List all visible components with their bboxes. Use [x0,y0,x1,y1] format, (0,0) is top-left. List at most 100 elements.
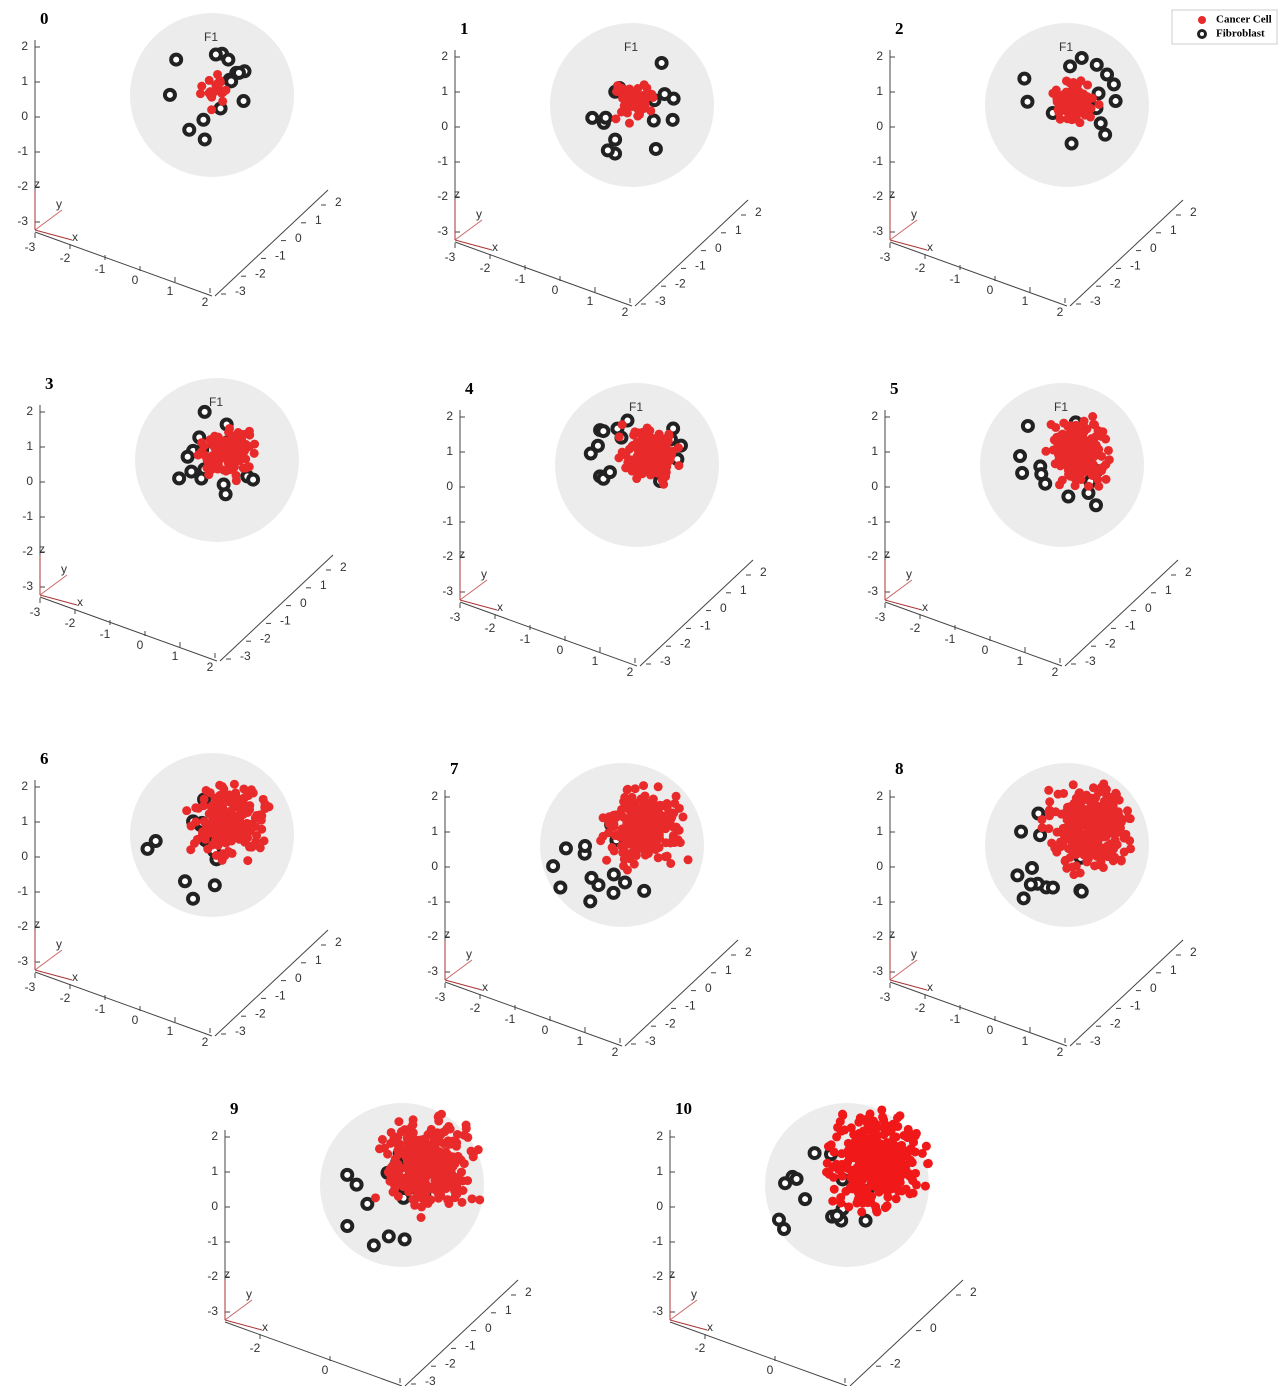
cancer-cell [207,105,216,114]
z-tick-label: 2 [441,49,448,63]
z-tick-label: -2 [867,549,878,563]
y-tick-label: 0 [1150,241,1157,255]
z-tick-label: 1 [441,84,448,98]
fibroblast [1026,880,1036,890]
cancer-cell [239,448,248,457]
axis-name: y [61,562,67,576]
cancer-cell [1088,412,1097,421]
cancer-cell [640,431,649,440]
x-tick-label: -2 [485,621,496,635]
cancer-cell [618,94,627,103]
axis-name: z [454,187,460,201]
z-tick-label: -3 [207,1304,218,1318]
cancer-cell [207,804,216,813]
cancer-cell [395,1139,404,1148]
z-tick-label: -2 [22,544,33,558]
cancer-cell [434,1111,443,1120]
z-tick-label: 0 [21,849,28,863]
panel-label: 2 [895,19,904,38]
cancer-cell [870,1172,879,1181]
x-tick-label: 0 [132,1013,139,1027]
cancer-cell [417,1213,426,1222]
cancer-cell [397,1127,406,1136]
z-tick-label: -1 [427,894,438,908]
y-tick-label: 0 [930,1321,937,1335]
cancer-cell [863,1198,872,1207]
z-tick-label: 0 [876,119,883,133]
cancer-cell [923,1159,932,1168]
sphere-label: F1 [1059,40,1073,54]
cancer-cell [857,1145,866,1154]
fibroblast [1092,60,1102,70]
cancer-cell [1038,823,1047,832]
triad-y [35,210,62,230]
z-tick-label: 1 [26,439,33,453]
cancer-cell [844,1202,853,1211]
cancer-cell [822,1168,831,1177]
axis-name: x [72,230,78,244]
y-tick-label: -3 [235,284,246,298]
cancer-cell [890,1181,899,1190]
cancer-cell [608,843,617,852]
fibroblast [832,1211,842,1221]
axis-name: y [476,207,482,221]
y-tick-label: -1 [275,249,286,263]
x-tick-label: -1 [950,272,961,286]
axis-name: z [884,547,890,561]
cancer-cell [630,860,639,869]
x-tick-label: 0 [137,638,144,652]
cancer-cell [872,1207,881,1216]
cancer-cell [1041,447,1050,456]
fibroblast [186,467,196,477]
x-tick-label: 0 [322,1363,329,1377]
cancer-cell [1123,806,1132,815]
y-axis [635,200,748,306]
cancer-cell [1085,843,1094,852]
cancer-cell [1056,840,1065,849]
axis-name: y [906,567,912,581]
cancer-cell [655,834,664,843]
x-tick-label: 2 [612,1045,619,1059]
z-tick-label: 2 [876,789,883,803]
y-tick-label: -2 [680,636,691,650]
cancer-cell [1092,801,1101,810]
cancer-cell [1068,863,1077,872]
cancer-cell [870,1156,879,1165]
cancer-cell [1094,445,1103,454]
panel-label: 5 [890,379,899,398]
cancer-cell [194,451,203,460]
fibroblast [342,1221,352,1231]
cancer-cell [662,799,671,808]
fibroblast [608,888,618,898]
triad-y [40,575,67,595]
z-tick-label: 1 [871,444,878,458]
axis-name: y [481,567,487,581]
z-tick-label: -3 [17,954,28,968]
fibroblast [352,1180,362,1190]
fibroblast [171,55,181,65]
y-tick-label: -3 [240,649,251,663]
cancer-cell [912,1129,921,1138]
y-tick-label: 1 [1170,963,1177,977]
cancer-cell [639,781,648,790]
cancer-cell [260,803,269,812]
panel: 3210-1-2-3-3-2-1012-3-2-1012zyxF1 [22,374,347,674]
panel-label: 1 [460,19,469,38]
fibroblast [1019,893,1029,903]
fibroblast [779,1224,789,1234]
sphere-label: F1 [624,40,638,54]
y-tick-label: -1 [1130,259,1141,273]
fibroblast [620,877,630,887]
z-tick-label: -2 [872,189,883,203]
cancer-cell [457,1168,466,1177]
axis-name: y [56,937,62,951]
cancer-cell [893,1161,902,1170]
cancer-cell [241,440,250,449]
y-axis [215,190,328,296]
x-tick-label: -2 [910,621,921,635]
axis-name: z [889,187,895,201]
cancer-cell [1126,844,1135,853]
cancer-cell [408,1158,417,1167]
fibroblast [780,1178,790,1188]
x-tick-label: -2 [60,251,71,265]
